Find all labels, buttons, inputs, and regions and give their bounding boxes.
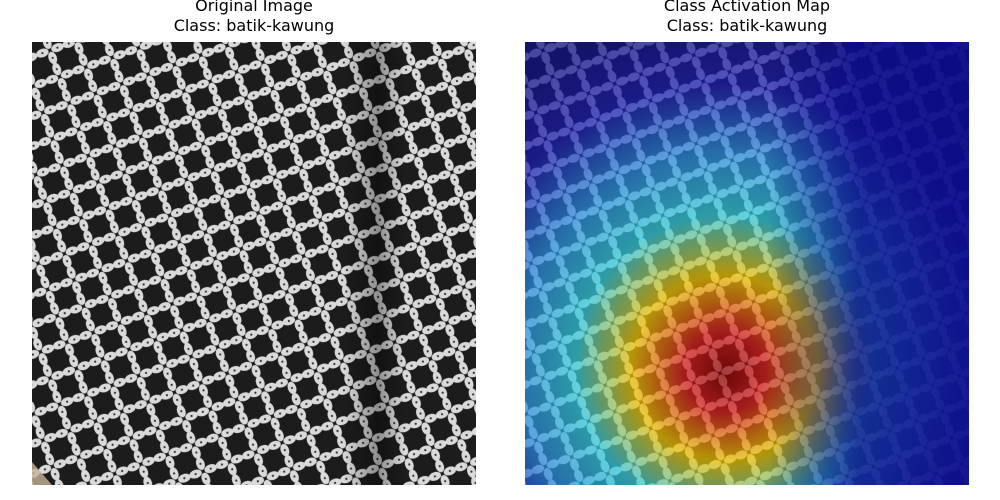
cam-title: Class Activation Map Class: batik-kawung	[525, 0, 969, 36]
cam-class-label: Class: batik-kawung	[525, 16, 969, 36]
original-image-title-line1: Original Image	[32, 0, 476, 16]
original-image-class-label: Class: batik-kawung	[32, 16, 476, 36]
original-image-title: Original Image Class: batik-kawung	[32, 0, 476, 36]
cam-title-line1: Class Activation Map	[525, 0, 969, 16]
original-image	[32, 42, 476, 485]
batik-kawung-pattern	[32, 42, 476, 485]
cam-heatmap-overlay	[525, 42, 969, 485]
class-activation-map-image	[525, 42, 969, 485]
